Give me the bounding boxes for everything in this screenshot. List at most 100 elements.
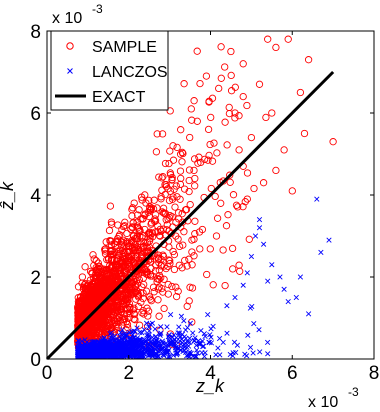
sample-point <box>153 204 161 212</box>
sample-point <box>123 260 131 268</box>
sample-point <box>135 275 143 284</box>
lanczos-point <box>191 337 197 344</box>
sample-point <box>300 129 309 138</box>
sample-point <box>119 318 127 326</box>
sample-point <box>207 184 215 193</box>
sample-point <box>79 283 88 291</box>
sample-point <box>131 254 139 262</box>
lanczos-point <box>305 311 312 317</box>
sample-point <box>169 156 178 164</box>
lanczos-point <box>140 343 146 349</box>
lanczos-point <box>118 341 125 347</box>
sample-point <box>186 283 194 291</box>
sample-point <box>243 169 252 177</box>
sample-point <box>107 218 116 226</box>
lanczos-point <box>127 337 133 344</box>
lanczos-point <box>138 343 144 349</box>
sample-point <box>110 267 118 275</box>
lanczos-point <box>205 311 211 318</box>
sample-point <box>113 293 121 301</box>
lanczos-point <box>82 337 88 343</box>
lanczos-point <box>133 341 139 347</box>
sample-point <box>222 222 231 230</box>
lanczos-point <box>181 318 187 324</box>
sample-point <box>213 149 221 157</box>
axis-ticks: 0 2 4 6 8 0 2 4 6 8 <box>30 22 379 384</box>
lanczos-point <box>160 340 166 346</box>
y-tick-label: 8 <box>30 22 41 43</box>
sample-point <box>179 241 187 249</box>
sample-point <box>181 256 189 265</box>
sample-point <box>172 232 180 240</box>
sample-point <box>159 173 167 181</box>
lanczos-point <box>242 351 248 357</box>
lanczos-point <box>96 339 102 345</box>
legend-sample-label: SAMPLE <box>92 39 157 56</box>
sample-point <box>185 176 193 185</box>
lanczos-point <box>250 350 256 356</box>
sample-point <box>107 251 115 259</box>
sample-point <box>103 302 111 311</box>
lanczos-point <box>193 342 199 349</box>
lanczos-point <box>94 342 101 348</box>
sample-point <box>168 175 176 184</box>
lanczos-point <box>194 347 200 353</box>
lanczos-point <box>224 330 230 336</box>
lanczos-point <box>152 326 158 332</box>
sample-point <box>225 103 233 112</box>
sample-point <box>193 117 201 125</box>
sample-point <box>121 222 129 230</box>
sample-point <box>162 181 170 189</box>
lanczos-point <box>131 353 137 359</box>
sample-point <box>133 211 142 219</box>
sample-point <box>231 109 239 117</box>
lanczos-point <box>195 338 202 344</box>
lanczos-point <box>154 337 160 344</box>
sample-point <box>173 193 181 201</box>
sample-point <box>112 241 120 249</box>
sample-point <box>227 87 236 95</box>
sample-point <box>177 126 185 134</box>
sample-point <box>159 251 167 259</box>
sample-point <box>95 262 103 270</box>
sample-point <box>90 323 98 331</box>
sample-point <box>231 83 239 91</box>
lanczos-point <box>166 339 173 345</box>
sample-point <box>226 171 234 179</box>
sample-point <box>152 148 161 156</box>
lanczos-point <box>118 329 124 336</box>
sample-point <box>221 118 229 126</box>
sample-point <box>202 72 211 80</box>
sample-point <box>147 219 156 227</box>
sample-point <box>329 138 337 146</box>
sample-point <box>154 296 162 304</box>
sample-point <box>109 310 117 318</box>
sample-point <box>190 97 198 105</box>
sample-point <box>155 312 163 320</box>
sample-point <box>133 222 141 230</box>
sample-point <box>86 267 95 276</box>
sample-point <box>204 125 213 134</box>
sample-point <box>190 166 198 175</box>
lanczos-point <box>264 339 271 346</box>
sample-point <box>106 202 115 210</box>
x-multiplier-base: x 10 <box>308 394 338 411</box>
lanczos-point <box>148 352 154 358</box>
lanczos-point <box>148 342 154 349</box>
lanczos-point <box>121 346 127 352</box>
lanczos-point <box>194 350 201 356</box>
sample-point <box>175 242 184 251</box>
sample-point <box>176 150 185 158</box>
sample-point <box>79 325 87 333</box>
sample-point <box>161 159 170 168</box>
lanczos-point <box>175 350 181 356</box>
lanczos-point <box>143 320 150 326</box>
sample-point <box>147 297 156 305</box>
sample-point <box>280 146 288 154</box>
lanczos-point <box>82 348 88 354</box>
lanczos-point <box>185 343 192 349</box>
sample-point <box>108 262 116 270</box>
sample-point <box>102 269 111 277</box>
lanczos-point <box>78 348 84 354</box>
sample-point <box>227 47 235 56</box>
